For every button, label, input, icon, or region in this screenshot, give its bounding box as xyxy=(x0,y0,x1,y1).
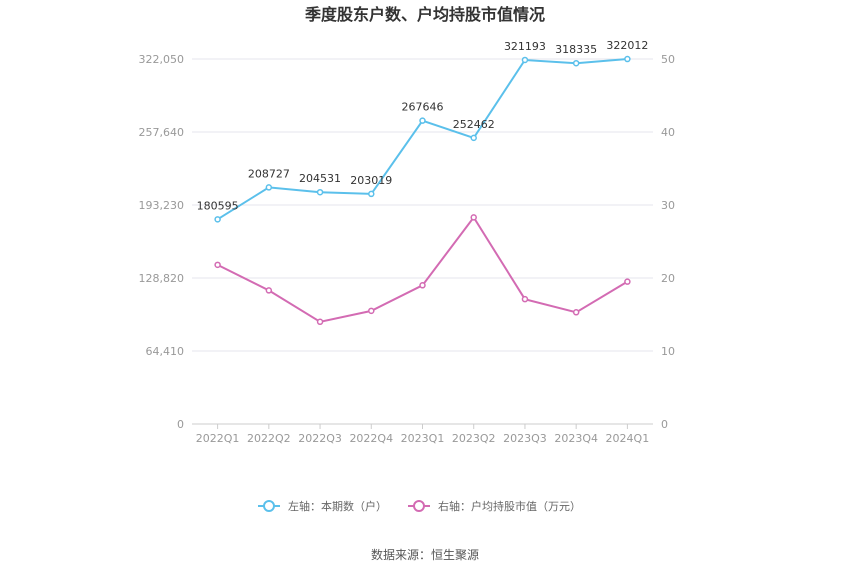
data-point-left[interactable] xyxy=(419,117,426,124)
data-point-right[interactable] xyxy=(316,318,324,326)
data-point-right[interactable] xyxy=(572,309,580,316)
legend-marker-left-series xyxy=(263,500,275,512)
data-label: 252462 xyxy=(453,118,495,131)
x-tick-label: 2022Q4 xyxy=(349,432,393,445)
x-tick-label: 2023Q3 xyxy=(503,432,547,445)
data-point-left[interactable] xyxy=(572,59,580,67)
data-point-left[interactable] xyxy=(214,216,221,223)
data-source: 数据来源：恒生聚源 xyxy=(371,547,479,562)
series-line-left xyxy=(217,58,628,221)
right-tick-label: 30 xyxy=(661,199,675,212)
legend-label-right-series: 右轴：户均持股市值（万元） xyxy=(438,499,581,513)
data-point-left[interactable] xyxy=(624,55,631,63)
data-label: 203019 xyxy=(350,174,392,187)
chart-title: 季度股东户数、户均持股市值情况 xyxy=(304,5,545,24)
x-tick-label: 2022Q1 xyxy=(196,432,240,445)
data-point-left[interactable] xyxy=(316,188,324,196)
legend-marker-right-series xyxy=(413,500,425,512)
data-label: 321193 xyxy=(504,40,546,53)
data-label: 180595 xyxy=(197,199,239,212)
x-tick-label: 2023Q4 xyxy=(554,432,598,445)
legend-item-right-series[interactable]: 右轴：户均持股市值（万元） xyxy=(408,499,581,513)
right-tick-label: 40 xyxy=(661,126,675,139)
data-point-right[interactable] xyxy=(419,282,426,289)
data-point-left[interactable] xyxy=(470,134,477,142)
x-tick-label: 2022Q3 xyxy=(298,432,342,445)
right-tick-label: 10 xyxy=(661,345,675,358)
right-tick-label: 20 xyxy=(661,272,675,285)
data-point-right[interactable] xyxy=(521,295,529,303)
data-point-right[interactable] xyxy=(368,307,375,315)
left-tick-label: 193,230 xyxy=(139,199,185,212)
right-tick-label: 50 xyxy=(661,53,675,66)
right-axis: 0 10 20 30 40 50 xyxy=(661,53,675,431)
x-tick-label: 2023Q1 xyxy=(401,432,445,445)
x-tick-label: 2023Q2 xyxy=(452,432,496,445)
data-label: 318335 xyxy=(555,43,597,56)
series-layer: 180595 208727 204531 203019 267646 252462 3211… xyxy=(197,39,648,326)
data-point-right[interactable] xyxy=(265,287,273,294)
left-tick-label: 257,640 xyxy=(139,126,185,139)
legend-label-left-series: 左轴：本期数（户） xyxy=(288,499,387,513)
data-point-right[interactable] xyxy=(624,278,631,285)
legend: 左轴：本期数（户） 右轴：户均持股市值（万元） xyxy=(258,499,581,513)
x-tick-label: 2022Q2 xyxy=(247,432,291,445)
data-point-left[interactable] xyxy=(521,56,529,64)
data-label: 267646 xyxy=(402,101,444,114)
left-tick-label: 322,050 xyxy=(139,53,185,66)
left-tick-label: 128,820 xyxy=(139,272,185,285)
x-tick-label: 2024Q1 xyxy=(606,432,650,445)
right-tick-label: 0 xyxy=(661,418,668,431)
data-point-right[interactable] xyxy=(470,214,477,221)
legend-item-left-series[interactable]: 左轴：本期数（户） xyxy=(258,499,387,513)
data-label: 322012 xyxy=(606,39,648,52)
series-line-right xyxy=(217,215,628,323)
data-point-left[interactable] xyxy=(265,184,273,191)
data-label: 204531 xyxy=(299,172,341,185)
grid-lines xyxy=(192,58,653,425)
data-point-right[interactable] xyxy=(214,261,221,269)
left-tick-label: 0 xyxy=(177,418,184,431)
data-point-left[interactable] xyxy=(368,190,375,198)
left-axis: 0 64,410 128,820 193,230 257,640 322,050 xyxy=(139,53,185,431)
data-label: 208727 xyxy=(248,167,290,180)
x-axis: 2022Q1 2022Q2 2022Q3 2022Q4 2023Q1 2023Q2 2023… xyxy=(196,424,649,445)
left-tick-label: 64,410 xyxy=(146,345,185,358)
